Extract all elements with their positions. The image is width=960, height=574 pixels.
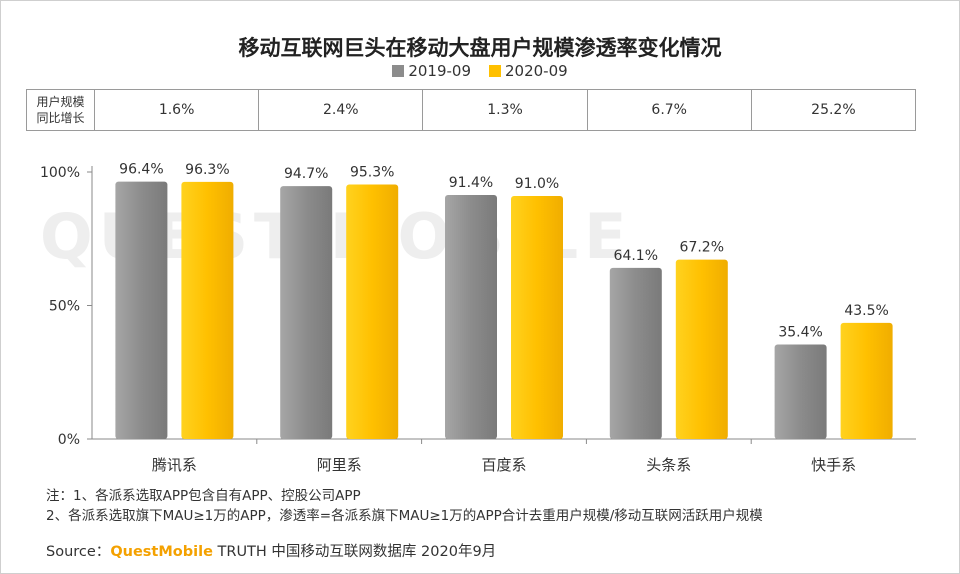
x-category-label: 阿里系 <box>317 456 362 474</box>
growth-cell-toutiao: 6.7% <box>588 90 752 130</box>
y-tick-label: 0% <box>58 432 80 448</box>
legend-label-2019: 2019-09 <box>408 62 471 80</box>
bar-2020-09 <box>346 184 399 439</box>
legend-swatch-2020 <box>489 65 501 77</box>
bar-2019-09 <box>774 344 827 439</box>
growth-cell-baidu: 1.3% <box>423 90 588 130</box>
x-category-label: 腾讯系 <box>152 456 197 474</box>
bar-2019-09 <box>280 186 333 439</box>
growth-cell-alibaba: 2.4% <box>259 90 424 130</box>
footnote-2: 2、各派系选取旗下MAU≥1万的APP，渗透率=各派系旗下MAU≥1万的APP合… <box>46 508 763 524</box>
bar-2019-09 <box>115 181 168 439</box>
y-tick-label: 100% <box>40 165 80 181</box>
growth-cell-tencent: 1.6% <box>95 90 260 130</box>
source-line: Source：QuestMobile TRUTH 中国移动互联网数据库 2020… <box>46 540 496 561</box>
legend-item-2019: 2019-09 <box>392 62 471 80</box>
bar-value-label: 91.4% <box>449 175 493 191</box>
bar-value-label: 96.3% <box>185 162 229 178</box>
legend: 2019-09 2020-09 <box>0 62 960 80</box>
bar-value-label: 94.7% <box>284 166 328 182</box>
bar-2020-09 <box>181 181 234 439</box>
bar-2020-09 <box>675 259 728 439</box>
x-category-label: 百度系 <box>481 456 526 474</box>
bar-2019-09 <box>609 267 662 439</box>
bar-value-label: 43.5% <box>844 303 888 319</box>
bar-chart: 0% 50% 100% 腾讯系 阿里系 百度系 头条系 快手系 96.4% 96.3% 94.7%… <box>40 162 916 474</box>
bar-value-label: 35.4% <box>778 324 822 340</box>
growth-table: 用户规模同比增长 1.6% 2.4% 1.3% 6.7% 25.2% <box>26 89 916 131</box>
source-prefix: Source： <box>46 544 111 560</box>
bar-value-label: 67.2% <box>680 240 724 256</box>
x-category-label: 快手系 <box>811 456 856 474</box>
legend-swatch-2019 <box>392 65 405 77</box>
y-tick-label: 50% <box>49 299 80 315</box>
source-rest: TRUTH 中国移动互联网数据库 2020年9月 <box>212 544 497 560</box>
bar-2020-09 <box>840 322 893 439</box>
footnotes: 注：1、各派系选取APP包含自有APP、控股公司APP 2、各派系选取旗下MAU… <box>46 486 763 526</box>
legend-label-2020: 2020-09 <box>505 62 568 80</box>
bar-2019-09 <box>445 194 497 439</box>
growth-cell-kuaishou: 25.2% <box>811 102 856 118</box>
legend-item-2020: 2020-09 <box>489 62 568 80</box>
bar-value-label: 91.0% <box>515 176 559 192</box>
bar-value-label: 95.3% <box>350 165 394 181</box>
bar-value-label: 96.4% <box>119 162 163 178</box>
growth-table-label: 用户规模同比增长 <box>27 90 95 130</box>
bar-2020-09 <box>511 196 563 439</box>
source-brand: QuestMobile <box>110 544 213 560</box>
footnote-1: 注：1、各派系选取APP包含自有APP、控股公司APP <box>46 488 361 504</box>
x-category-label: 头条系 <box>646 456 691 474</box>
chart-title: 移动互联网巨头在移动大盘用户规模渗透率变化情况 <box>238 36 722 60</box>
bar-value-label: 64.1% <box>614 248 658 264</box>
